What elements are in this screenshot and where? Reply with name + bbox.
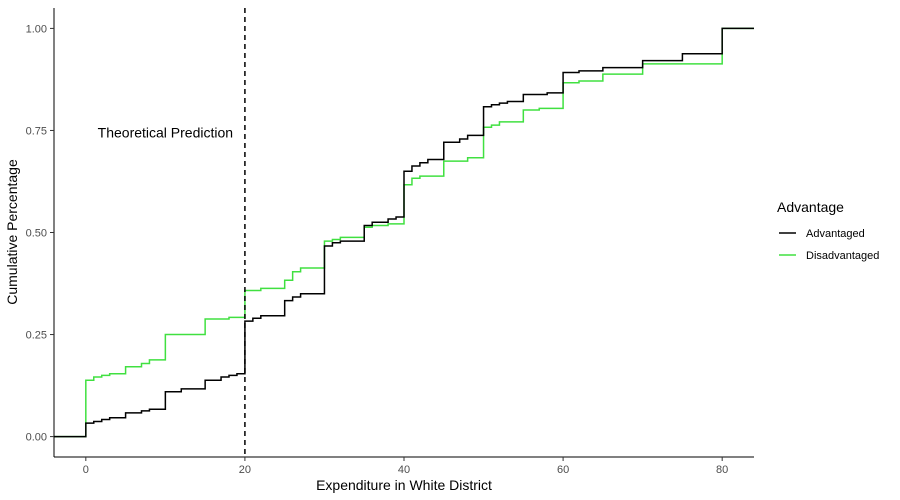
legend: Advantage Advantaged Disadvantaged [777,199,879,262]
y-ticks: 0.00 0.25 0.50 0.75 1.00 [26,23,54,444]
x-axis-title: Expenditure in White District [316,477,492,493]
x-tick-label: 40 [398,464,410,476]
x-tick-label: 80 [716,464,728,476]
legend-label-disadvantaged: Disadvantaged [806,250,879,262]
x-ticks: 0 20 40 60 80 [83,457,728,476]
y-tick-label: 0.75 [26,125,47,137]
legend-label-advantaged: Advantaged [806,228,865,240]
axes: 0 20 40 60 80 0.00 0.25 0.50 0.75 1.00 [26,8,754,476]
y-tick-label: 0.00 [26,432,47,444]
y-tick-label: 0.50 [26,228,47,240]
y-axis-title: Cumulative Percentage [4,159,20,305]
x-tick-label: 0 [83,464,89,476]
series-line-advantaged [54,27,754,438]
x-tick-label: 60 [557,464,569,476]
y-tick-label: 1.00 [26,23,47,35]
y-tick-label: 0.25 [26,330,47,342]
theoretical-prediction-label: Theoretical Prediction [98,124,233,140]
series-line-disadvantaged [54,27,754,438]
legend-title: Advantage [777,199,844,215]
legend-items: Advantaged Disadvantaged [779,228,879,262]
x-tick-label: 20 [239,464,251,476]
plot-area: Theoretical Prediction [54,8,754,457]
